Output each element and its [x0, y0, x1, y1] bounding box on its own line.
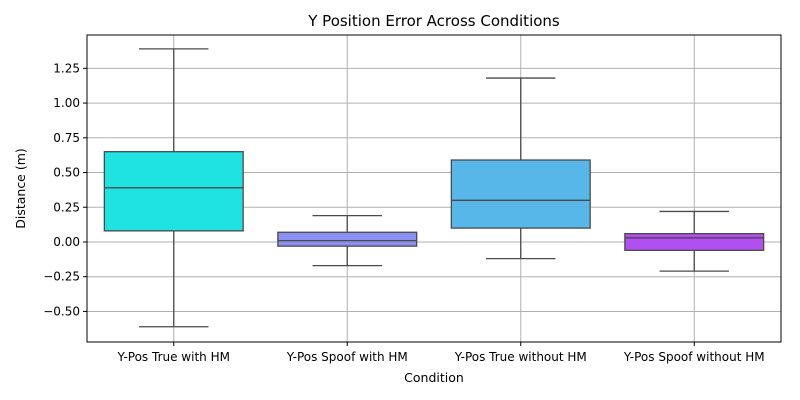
- boxes: [103, 48, 765, 328]
- x-tick-label: Y-Pos True without HM: [454, 350, 587, 364]
- y-tick-label: 0.75: [53, 131, 80, 145]
- y-axis-label: Distance (m): [13, 148, 28, 229]
- box-2: [277, 214, 418, 267]
- x-tick-label: Y-Pos Spoof with HM: [286, 350, 408, 364]
- y-tick-label: 0.50: [53, 166, 80, 180]
- plot-frame: [86, 34, 782, 343]
- x-tick-label: Y-Pos True with HM: [117, 350, 230, 364]
- chart-title: Y Position Error Across Conditions: [307, 12, 560, 30]
- iqr-box: [103, 151, 244, 232]
- iqr-box: [277, 231, 418, 247]
- x-tick-label: Y-Pos Spoof without HM: [623, 350, 765, 364]
- y-tick-label: −0.25: [43, 270, 80, 284]
- y-tick-label: −0.50: [43, 304, 80, 318]
- box-3: [450, 77, 591, 260]
- y-tick-label: 0.25: [53, 200, 80, 214]
- box-4: [624, 210, 765, 272]
- x-axis-label: Condition: [404, 370, 464, 385]
- axis-ticks: −0.50 −0.25 0.00 0.25 0.50 0.75 1.00 1.25 Y-Pos …: [43, 61, 764, 364]
- iqr-box: [450, 159, 591, 229]
- y-tick-label: 1.00: [53, 96, 80, 110]
- iqr-box: [624, 232, 765, 251]
- y-tick-label: 0.00: [53, 235, 80, 249]
- y-tick-label: 1.25: [53, 61, 80, 75]
- box-1: [103, 48, 244, 328]
